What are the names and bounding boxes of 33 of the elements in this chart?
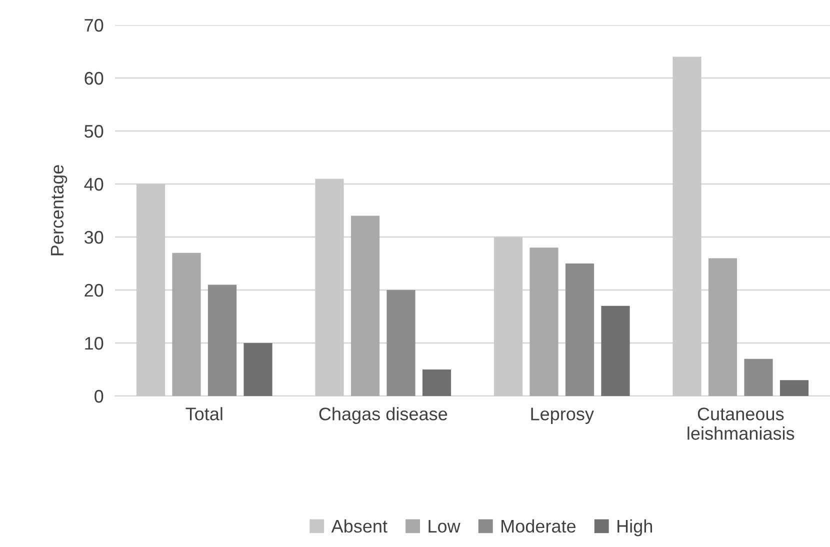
y-tick-label: 0: [94, 390, 104, 403]
bar: [244, 343, 272, 396]
legend-label: Low: [428, 520, 460, 533]
bar: [672, 56, 702, 396]
x-tick-label: Chagas disease: [319, 407, 448, 424]
y-tick-label: 10: [85, 336, 104, 350]
bar: [494, 237, 523, 396]
x-tick-label: Total: [186, 407, 222, 420]
legend-label: Absent: [331, 519, 388, 533]
bar: [708, 258, 738, 396]
bar: [172, 252, 201, 396]
bar: [780, 380, 809, 396]
y-tick-label: 40: [84, 178, 104, 191]
bar: [422, 370, 452, 396]
x-tick-label: Cutaneous leishmaniasis: [688, 408, 794, 440]
bar: [530, 248, 558, 396]
y-tick-label: 30: [84, 230, 104, 244]
bar: [315, 178, 344, 396]
y-tick-label: 20: [84, 284, 104, 297]
legend-label: High: [618, 519, 652, 536]
y-tick-label: 50: [84, 124, 104, 138]
bar: [350, 216, 380, 396]
bar: [601, 306, 630, 396]
bar: [386, 290, 416, 396]
bar: [208, 284, 237, 396]
y-axis-title: Percentage: [50, 165, 68, 256]
bar: [565, 264, 594, 396]
legend-label: Moderate: [502, 519, 576, 533]
bar: [136, 184, 166, 396]
bar: [744, 358, 773, 396]
x-tick-label: Leprosy: [531, 408, 594, 424]
y-tick-label: 60: [84, 72, 104, 85]
y-tick-label: 70: [84, 18, 104, 32]
